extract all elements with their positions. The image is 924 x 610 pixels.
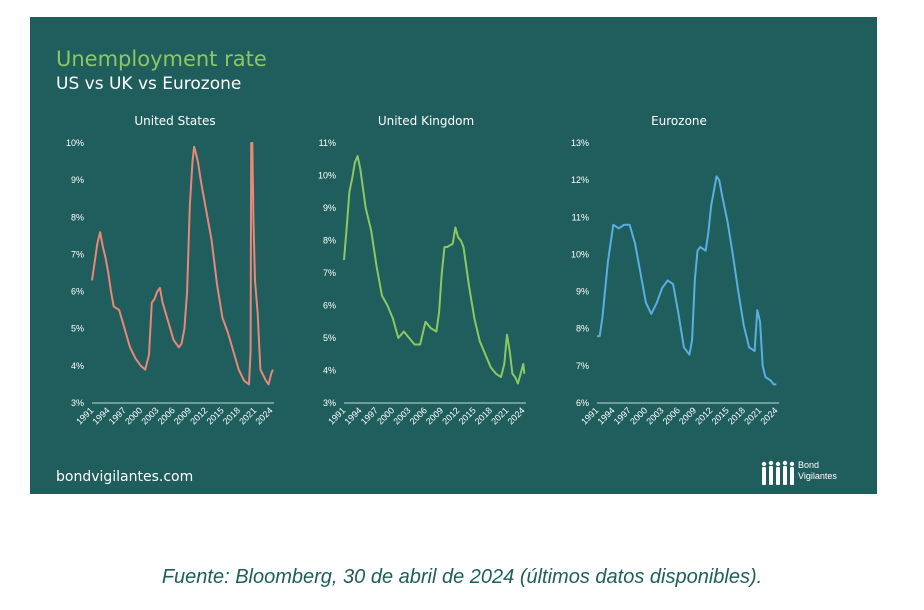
y-tick-label-eurozone: 6% <box>576 398 589 408</box>
x-tick-label-us: 2012 <box>188 405 209 426</box>
y-tick-label-us: 6% <box>71 287 84 297</box>
x-tick-label-us: 2015 <box>205 405 226 426</box>
page-title: Unemployment rate <box>56 47 267 71</box>
bond-vigilantes-logo: Bond Vigilantes <box>760 459 870 489</box>
y-tick-label-us: 7% <box>71 249 84 259</box>
x-tick-label-eurozone: 1997 <box>612 405 633 426</box>
y-tick-label-uk: 10% <box>318 171 336 181</box>
x-tick-label-us: 2000 <box>123 405 144 426</box>
logo-text-line-1: Bond <box>798 460 820 470</box>
x-tick-label-us: 1994 <box>90 405 111 426</box>
series-line-us <box>91 142 274 386</box>
y-tick-label-us: 5% <box>71 324 84 334</box>
chart-title-eurozone: Eurozone <box>651 114 707 128</box>
x-tick-label-us: 1997 <box>107 405 128 426</box>
x-tick-label-eurozone: 1991 <box>579 405 600 426</box>
page-subtitle: US vs UK vs Eurozone <box>56 74 242 94</box>
x-tick-label-uk: 1994 <box>342 405 363 426</box>
x-tick-label-uk: 2003 <box>391 405 412 426</box>
x-tick-label-uk: 2000 <box>375 405 396 426</box>
x-tick-label-us: 2003 <box>139 405 160 426</box>
x-tick-label-eurozone: 2012 <box>693 405 714 426</box>
y-tick-label-eurozone: 12% <box>571 175 589 185</box>
y-tick-label-eurozone: 13% <box>571 138 589 148</box>
x-tick-label-uk: 1997 <box>359 405 380 426</box>
chart-title-us: United States <box>134 114 216 128</box>
y-tick-label-eurozone: 10% <box>571 249 589 259</box>
y-tick-label-us: 10% <box>66 138 84 148</box>
people-icon <box>761 460 795 485</box>
x-tick-label-uk: 2012 <box>440 405 461 426</box>
y-tick-label-eurozone: 9% <box>576 287 589 297</box>
logo-text-line-2: Vigilantes <box>798 471 837 481</box>
y-tick-label-eurozone: 11% <box>572 212 589 222</box>
chart-title-uk: United Kingdom <box>377 114 475 128</box>
x-tick-label-uk: 2009 <box>424 405 445 426</box>
y-tick-label-uk: 3% <box>323 398 336 408</box>
x-tick-label-eurozone: 2015 <box>710 405 731 426</box>
y-tick-label-uk: 9% <box>323 203 336 213</box>
series-line-eurozone <box>597 175 777 386</box>
y-tick-label-uk: 6% <box>323 301 336 311</box>
x-tick-label-us: 2024 <box>253 405 274 426</box>
y-tick-label-us: 9% <box>71 175 84 185</box>
x-tick-label-eurozone: 2009 <box>677 405 698 426</box>
y-tick-label-uk: 11% <box>319 138 336 148</box>
y-tick-label-eurozone: 7% <box>576 361 589 371</box>
y-tick-label-uk: 8% <box>323 236 336 246</box>
x-tick-label-eurozone: 2024 <box>758 405 779 426</box>
x-tick-label-uk: 2024 <box>505 405 526 426</box>
x-tick-label-uk: 2006 <box>408 405 429 426</box>
series-line-uk <box>343 155 526 385</box>
chart-panel: Unemployment rate US vs UK vs Eurozone U… <box>30 17 877 494</box>
y-tick-label-us: 8% <box>71 212 84 222</box>
x-tick-label-us: 2018 <box>221 405 242 426</box>
x-tick-label-eurozone: 2018 <box>726 405 747 426</box>
charts-svg: 10%9%8%7%6%5%4%3%19911994199720002003200… <box>66 138 780 427</box>
y-tick-label-uk: 7% <box>323 268 336 278</box>
logo-text: Bond Vigilantes <box>798 460 837 482</box>
y-tick-label-us: 3% <box>71 398 84 408</box>
x-tick-label-eurozone: 2021 <box>742 405 763 426</box>
x-tick-label-us: 2006 <box>156 405 177 426</box>
y-tick-label-uk: 4% <box>323 366 336 376</box>
y-tick-label-uk: 5% <box>323 333 336 343</box>
x-tick-label-eurozone: 1994 <box>595 405 616 426</box>
x-tick-label-uk: 2021 <box>489 405 510 426</box>
x-tick-label-us: 2009 <box>172 405 193 426</box>
y-tick-label-eurozone: 8% <box>576 324 589 334</box>
x-tick-label-eurozone: 2003 <box>644 405 665 426</box>
x-tick-label-eurozone: 2000 <box>628 405 649 426</box>
website-label: bondvigilantes.com <box>56 469 194 485</box>
x-tick-label-eurozone: 2006 <box>661 405 682 426</box>
x-tick-label-us: 2021 <box>237 405 258 426</box>
x-tick-label-uk: 1991 <box>326 405 347 426</box>
x-tick-label-uk: 2015 <box>457 405 478 426</box>
x-tick-label-us: 1991 <box>74 405 95 426</box>
x-tick-label-uk: 2018 <box>473 405 494 426</box>
y-tick-label-us: 4% <box>71 361 84 371</box>
source-caption: Fuente: Bloomberg, 30 de abril de 2024 (… <box>161 566 763 588</box>
